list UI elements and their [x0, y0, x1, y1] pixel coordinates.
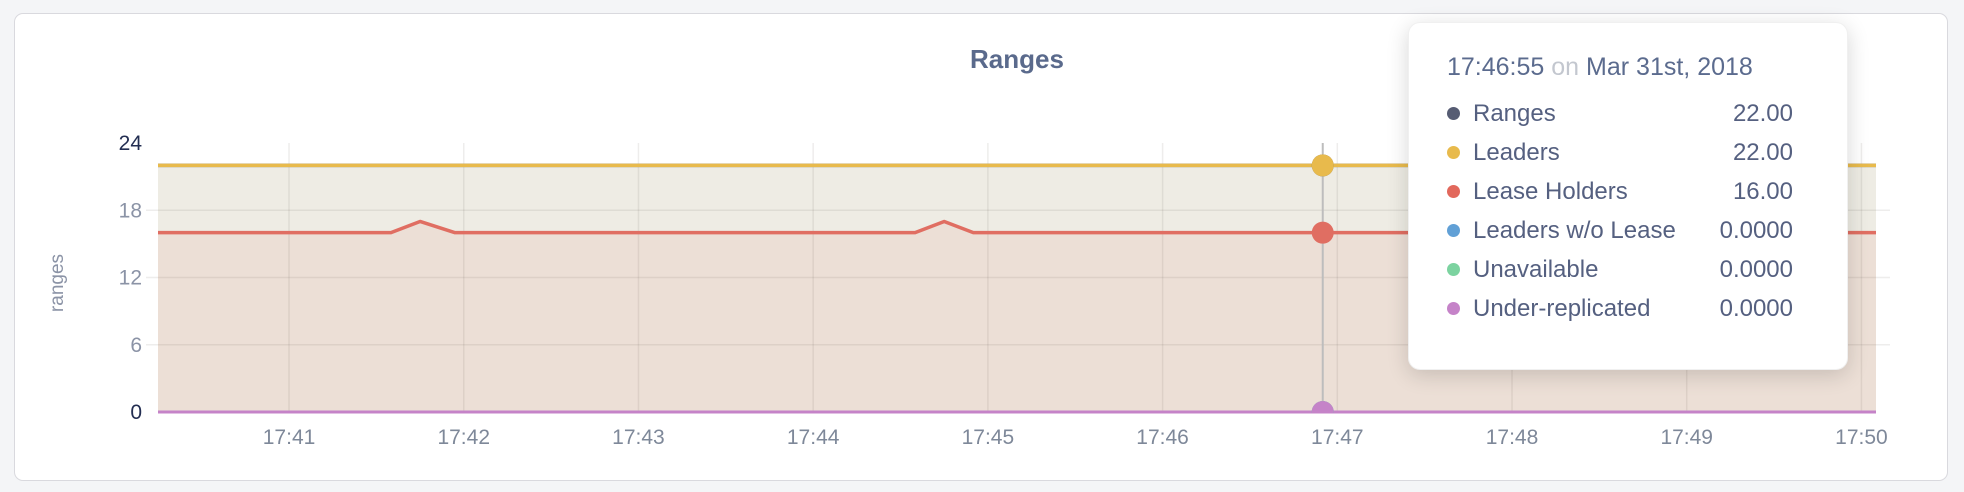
tooltip-series-value: 22.00: [1732, 138, 1793, 166]
tooltip-series-label: Lease Holders: [1473, 177, 1628, 205]
series-color-dot-icon: [1447, 146, 1460, 159]
tooltip-time: 17:46:55: [1447, 53, 1545, 81]
tooltip-series-value: 16.00: [1732, 177, 1793, 205]
x-tick-label: 17:43: [612, 426, 665, 449]
y-axis-title: ranges: [47, 254, 68, 312]
series-color-dot-icon: [1447, 107, 1460, 120]
y-tick-label: 18: [119, 199, 142, 222]
x-tick-label: 17:49: [1660, 426, 1713, 449]
chart-tooltip: 17:46:55 on Mar 31st, 2018 Ranges 22.00 …: [1408, 22, 1848, 370]
tooltip-title: 17:46:55 on Mar 31st, 2018: [1447, 53, 1793, 82]
y-tick-label: 0: [130, 401, 142, 424]
tooltip-series-label: Ranges: [1473, 99, 1556, 127]
hover-dot-lease-holders: [1311, 221, 1334, 244]
x-tick-label: 17:47: [1311, 426, 1364, 449]
tooltip-series-value: 0.0000: [1719, 294, 1793, 322]
series-color-dot-icon: [1447, 302, 1460, 315]
tooltip-series-label: Under-replicated: [1473, 294, 1651, 322]
x-tick-label: 17:48: [1486, 426, 1539, 449]
x-tick-label: 17:46: [1136, 426, 1189, 449]
tooltip-date: Mar 31st, 2018: [1586, 53, 1753, 81]
series-color-dot-icon: [1447, 185, 1460, 198]
hover-dot-leaders: [1311, 154, 1334, 177]
x-tick-label: 17:42: [437, 426, 490, 449]
y-tick-label: 24: [119, 132, 143, 155]
tooltip-row: Ranges 22.00: [1447, 94, 1793, 133]
chart-title: Ranges: [970, 44, 1064, 74]
y-tick-label: 12: [119, 267, 142, 290]
tooltip-row: Under-replicated 0.0000: [1447, 289, 1793, 328]
tooltip-series-label: Unavailable: [1473, 255, 1599, 283]
tooltip-series-label: Leaders: [1473, 138, 1560, 166]
x-tick-label: 17:50: [1835, 426, 1888, 449]
tooltip-series-value: 0.0000: [1719, 255, 1793, 283]
series-color-dot-icon: [1447, 224, 1460, 237]
tooltip-series-value: 0.0000: [1719, 216, 1793, 244]
series-color-dot-icon: [1447, 263, 1460, 276]
x-tick-label: 17:45: [962, 426, 1015, 449]
chart-hover-group: [1311, 143, 1334, 413]
x-tick-label: 17:44: [787, 426, 840, 449]
hover-dot-under-replicated: [1311, 401, 1334, 413]
chart-axis-labels: 17:41 17:42 17:43 17:44 17:45 17:46 17:47 17:48…: [47, 132, 1888, 449]
tooltip-rows: Ranges 22.00 Leaders 22.00 Lease Holders…: [1447, 94, 1793, 328]
tooltip-series-label: Leaders w/o Lease: [1473, 216, 1676, 244]
tooltip-series-value: 22.00: [1732, 99, 1793, 127]
x-tick-label: 17:41: [263, 426, 316, 449]
tooltip-row: Leaders 22.00: [1447, 133, 1793, 172]
tooltip-separator: on: [1551, 53, 1580, 81]
y-tick-label: 6: [130, 334, 142, 357]
series-line-lease-holders: [158, 219, 1876, 235]
tooltip-row: Leaders w/o Lease 0.0000: [1447, 211, 1793, 250]
tooltip-row: Unavailable 0.0000: [1447, 250, 1793, 289]
tooltip-row: Lease Holders 16.00: [1447, 172, 1793, 211]
